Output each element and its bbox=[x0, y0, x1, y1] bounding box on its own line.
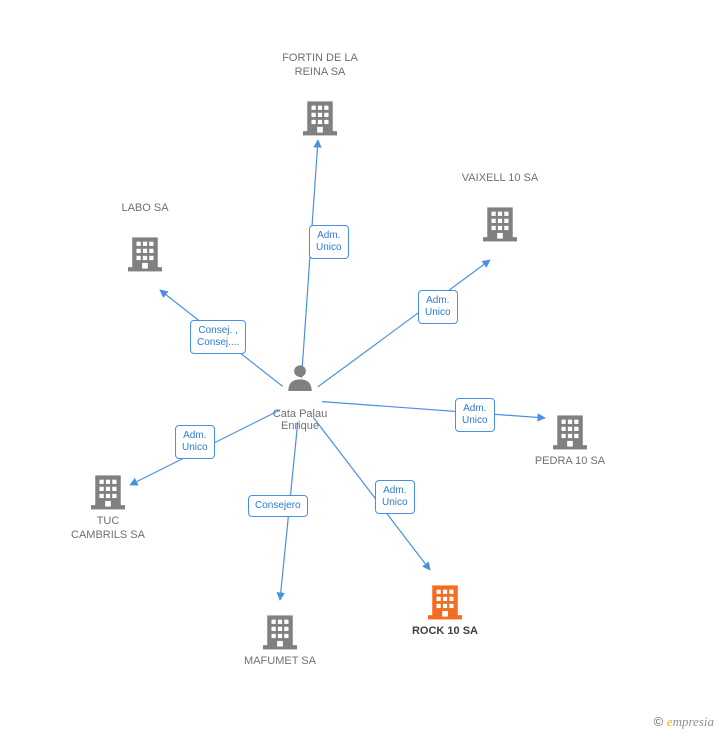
company-label: MAFUMET SA bbox=[220, 655, 340, 669]
company-label: ROCK 10 SA bbox=[385, 625, 505, 639]
building-icon bbox=[128, 234, 162, 277]
edge-line bbox=[302, 140, 318, 378]
company-node-vaixell[interactable]: VAIXELL 10 SA bbox=[440, 172, 560, 247]
company-label: TUC CAMBRILS SA bbox=[48, 515, 168, 543]
company-node-fortin[interactable]: FORTIN DE LA REINA SA bbox=[260, 52, 380, 141]
diagram-canvas: Cata Palau Enrique FORTIN DE LA REINA SA… bbox=[0, 0, 728, 740]
copyright-symbol: © bbox=[654, 714, 664, 729]
edge-label: Adm. Unico bbox=[175, 425, 215, 459]
edge-label: Consej. , Consej.... bbox=[190, 320, 246, 354]
edge-label: Consejero bbox=[248, 495, 308, 517]
company-label: VAIXELL 10 SA bbox=[440, 172, 560, 186]
building-icon bbox=[91, 472, 125, 515]
edge-label: Adm. Unico bbox=[375, 480, 415, 514]
company-node-rock[interactable]: ROCK 10 SA bbox=[385, 582, 505, 639]
center-person-node[interactable] bbox=[240, 362, 360, 397]
company-label: LABO SA bbox=[85, 202, 205, 216]
company-node-tuc[interactable]: TUC CAMBRILS SA bbox=[48, 472, 168, 543]
person-icon bbox=[286, 362, 314, 397]
company-label: PEDRA 10 SA bbox=[510, 455, 630, 469]
company-label: FORTIN DE LA REINA SA bbox=[260, 52, 380, 80]
building-icon bbox=[428, 582, 462, 625]
building-icon bbox=[303, 98, 337, 141]
edge-label: Adm. Unico bbox=[455, 398, 495, 432]
center-person-label: Cata Palau Enrique bbox=[250, 408, 350, 432]
company-node-pedra[interactable]: PEDRA 10 SA bbox=[510, 412, 630, 469]
company-node-labo[interactable]: LABO SA bbox=[85, 202, 205, 277]
footer-copyright: © empresia bbox=[654, 714, 714, 730]
edge-label: Adm. Unico bbox=[309, 225, 349, 259]
building-icon bbox=[483, 204, 517, 247]
building-icon bbox=[553, 412, 587, 455]
company-node-mafumet[interactable]: MAFUMET SA bbox=[220, 612, 340, 669]
building-icon bbox=[263, 612, 297, 655]
edge-label: Adm. Unico bbox=[418, 290, 458, 324]
brand-rest: mpresia bbox=[673, 714, 714, 729]
